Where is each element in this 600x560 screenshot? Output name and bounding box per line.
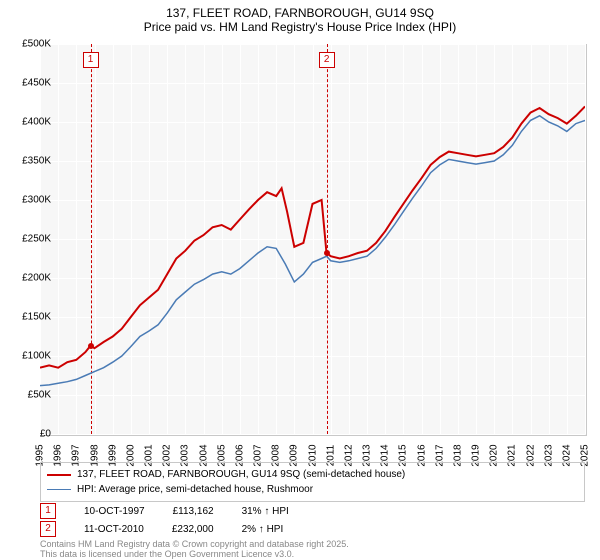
y-axis-label: £0 bbox=[40, 429, 51, 440]
chart-title: 137, FLEET ROAD, FARNBOROUGH, GU14 9SQ P… bbox=[0, 0, 600, 35]
y-axis-label: £500K bbox=[22, 39, 51, 50]
sale-date: 11-OCT-2010 bbox=[84, 524, 144, 535]
sale-marker-2: 2 bbox=[319, 52, 335, 68]
sale-dot bbox=[324, 250, 330, 256]
y-axis-label: £250K bbox=[22, 234, 51, 245]
chart-legend: 137, FLEET ROAD, FARNBOROUGH, GU14 9SQ (… bbox=[40, 462, 585, 502]
sale-date: 10-OCT-1997 bbox=[84, 506, 145, 517]
y-axis-label: £100K bbox=[22, 351, 51, 362]
legend-item-hpi: HPI: Average price, semi-detached house,… bbox=[47, 482, 578, 497]
y-axis-label: £50K bbox=[28, 390, 51, 401]
legend-label: HPI: Average price, semi-detached house,… bbox=[77, 482, 313, 497]
gridline-h bbox=[40, 434, 585, 435]
sale-marker-icon: 1 bbox=[40, 503, 56, 519]
legend-swatch bbox=[47, 489, 71, 491]
sale-dot bbox=[88, 343, 94, 349]
chart-plot-area: 12 bbox=[40, 44, 585, 434]
y-axis-label: £300K bbox=[22, 195, 51, 206]
legend-item-price-paid: 137, FLEET ROAD, FARNBOROUGH, GU14 9SQ (… bbox=[47, 467, 578, 482]
sale-row-1: 1 10-OCT-1997 £113,162 31% ↑ HPI bbox=[40, 502, 289, 520]
y-axis-label: £450K bbox=[22, 78, 51, 89]
sale-marker-1: 1 bbox=[83, 52, 99, 68]
sale-hpi-pct: 2% ↑ HPI bbox=[242, 524, 284, 535]
title-subtitle: Price paid vs. HM Land Registry's House … bbox=[0, 20, 600, 34]
y-axis-label: £150K bbox=[22, 312, 51, 323]
sale-row-2: 2 11-OCT-2010 £232,000 2% ↑ HPI bbox=[40, 520, 289, 538]
series-price_paid bbox=[40, 106, 585, 367]
footnote: Contains HM Land Registry data © Crown c… bbox=[40, 540, 349, 560]
y-axis-label: £350K bbox=[22, 156, 51, 167]
legend-label: 137, FLEET ROAD, FARNBOROUGH, GU14 9SQ (… bbox=[77, 467, 405, 482]
sale-marker-icon: 2 bbox=[40, 521, 56, 537]
series-hpi bbox=[40, 116, 585, 386]
y-axis-label: £400K bbox=[22, 117, 51, 128]
title-address: 137, FLEET ROAD, FARNBOROUGH, GU14 9SQ bbox=[0, 6, 600, 20]
sales-table: 1 10-OCT-1997 £113,162 31% ↑ HPI 2 11-OC… bbox=[40, 502, 289, 538]
sale-price: £113,162 bbox=[173, 506, 214, 517]
y-axis-label: £200K bbox=[22, 273, 51, 284]
line-series bbox=[40, 44, 585, 434]
legend-swatch bbox=[47, 474, 71, 476]
sale-price: £232,000 bbox=[172, 524, 214, 535]
footnote-line-2: This data is licensed under the Open Gov… bbox=[40, 550, 349, 560]
sale-hpi-pct: 31% ↑ HPI bbox=[242, 506, 289, 517]
gridline-v bbox=[585, 44, 586, 434]
